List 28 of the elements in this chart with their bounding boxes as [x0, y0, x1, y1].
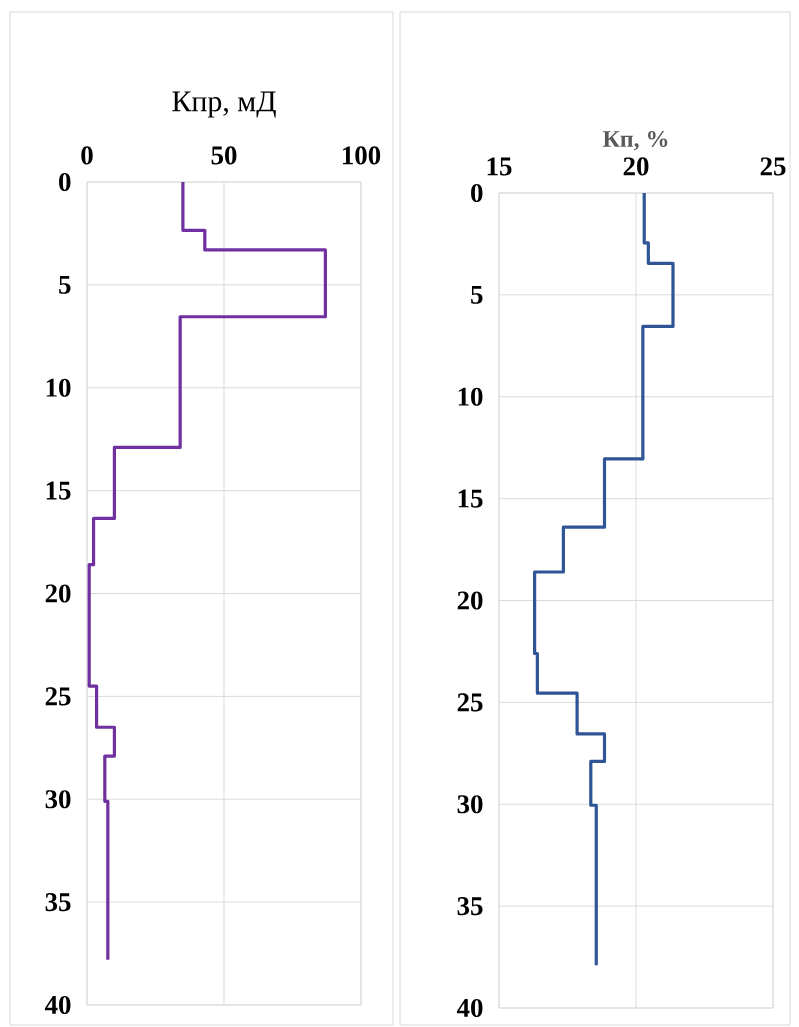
- y-tick-label: 15: [46, 481, 71, 500]
- line-series: [87, 182, 327, 962]
- x-axis-title: Кпр, мД: [172, 91, 276, 118]
- y-tick-label: 35: [45, 893, 71, 912]
- x-tick-label: 20: [623, 157, 649, 176]
- y-tick-label: 25: [45, 687, 71, 706]
- x-tick-label: 15: [487, 157, 512, 176]
- x-axis-title: Кп, %: [602, 130, 668, 151]
- y-tick-label: 40: [456, 998, 483, 1018]
- line-series: [533, 193, 675, 967]
- y-tick-label: 25: [457, 693, 483, 712]
- y-tick-label: 30: [45, 790, 71, 809]
- x-tick-label: 0: [81, 146, 93, 165]
- y-tick-label: 20: [457, 591, 483, 610]
- y-tick-label: 5: [59, 275, 71, 294]
- y-tick-label: 40: [44, 995, 71, 1015]
- y-tick-label: 15: [458, 489, 483, 508]
- y-tick-label: 5: [471, 285, 483, 304]
- y-tick-label: 10: [458, 387, 483, 406]
- y-tick-label: 30: [457, 795, 483, 814]
- x-tick-label: 25: [760, 157, 786, 176]
- y-tick-label: 10: [46, 378, 71, 397]
- y-tick-label: 0: [471, 183, 483, 203]
- x-tick-label: 50: [211, 146, 237, 165]
- y-tick-label: 20: [45, 584, 71, 603]
- y-tick-label: 0: [59, 172, 71, 192]
- x-tick-label: 100: [342, 146, 381, 165]
- y-tick-label: 35: [457, 897, 483, 916]
